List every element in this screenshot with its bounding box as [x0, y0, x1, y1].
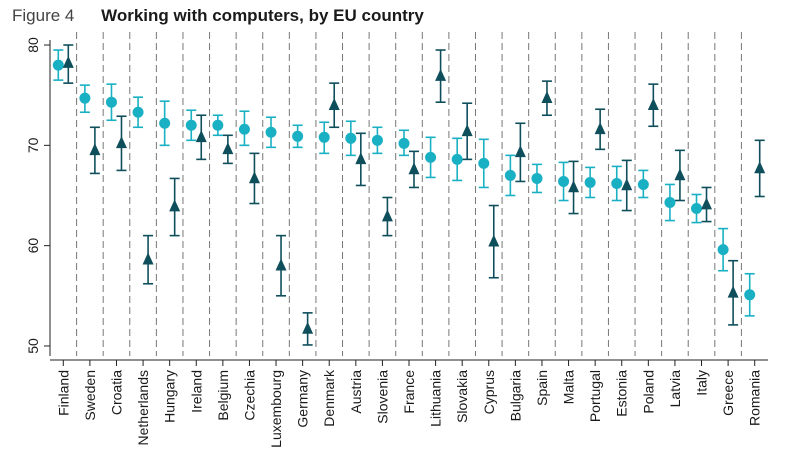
circle-marker — [425, 151, 437, 163]
x-tick-label: Belgium — [215, 370, 231, 421]
figure-title: Figure 4 Working with computers, by EU c… — [12, 6, 424, 30]
data-markers — [52, 55, 766, 334]
x-tick-label: France — [401, 370, 417, 414]
x-tick-label: Latvia — [667, 370, 683, 408]
x-tick-label: Sweden — [82, 370, 98, 421]
circle-marker — [52, 59, 64, 71]
x-tick-label: Italy — [694, 370, 710, 396]
x-tick-label: Germany — [295, 370, 311, 428]
x-tick-label: Estonia — [614, 370, 630, 417]
circle-marker — [398, 137, 410, 149]
triangle-marker — [355, 152, 367, 165]
circle-marker — [79, 92, 91, 104]
circle-marker — [637, 178, 649, 190]
circle-marker — [531, 172, 543, 184]
triangle-marker — [754, 161, 766, 174]
triangle-marker — [701, 197, 713, 210]
triangle-marker — [62, 55, 74, 68]
x-tick-label: Luxembourg — [268, 370, 284, 448]
triangle-marker — [115, 136, 127, 149]
triangle-marker — [195, 130, 207, 143]
triangle-marker — [275, 258, 287, 271]
y-tick-label: 50 — [25, 338, 41, 354]
circle-marker — [504, 169, 516, 181]
x-tick-label: Slovenia — [374, 370, 390, 424]
circle-marker — [238, 123, 250, 135]
triangle-marker — [302, 321, 314, 334]
circle-marker — [292, 130, 304, 142]
x-tick-label: Hungary — [162, 370, 178, 423]
x-tick-label: Croatia — [108, 370, 124, 415]
circle-marker — [558, 175, 570, 187]
x-tick-label: Spain — [534, 370, 550, 406]
triangle-marker — [461, 124, 473, 137]
circle-marker — [744, 289, 756, 301]
y-tick-label: 80 — [25, 37, 41, 53]
circle-marker — [345, 132, 357, 144]
triangle-marker — [381, 209, 393, 222]
circle-marker — [185, 119, 197, 131]
x-tick-label: Greece — [720, 370, 736, 416]
x-tick-label: Denmark — [321, 369, 337, 427]
circle-marker — [371, 134, 383, 146]
axis-labels: 50 60 70 80 Finland Sweden Croatia Netherlands H… — [25, 37, 763, 448]
x-tick-label: Austria — [348, 370, 364, 414]
triangle-marker — [674, 168, 686, 181]
x-tick-label: Slovakia — [454, 370, 470, 423]
figure-label: Figure 4 — [12, 6, 75, 25]
circle-marker — [212, 119, 224, 131]
x-tick-label: Bulgaria — [507, 370, 523, 422]
circle-marker — [318, 131, 330, 143]
x-tick-label: Malta — [561, 370, 577, 404]
triangle-marker — [89, 143, 101, 156]
circle-marker — [132, 106, 144, 118]
circle-marker — [265, 126, 277, 138]
triangle-marker — [514, 145, 526, 158]
axes — [44, 40, 768, 366]
circle-marker — [159, 117, 171, 129]
circle-marker — [664, 197, 676, 209]
triangle-marker — [248, 171, 260, 184]
circle-marker — [584, 176, 596, 188]
triangle-marker — [169, 199, 181, 212]
circle-marker — [105, 96, 117, 108]
figure-name: Working with computers, by EU country — [101, 6, 424, 25]
triangle-marker — [222, 142, 234, 155]
triangle-marker — [727, 285, 739, 298]
circle-marker — [691, 203, 703, 215]
x-tick-label: Romania — [747, 370, 763, 426]
x-tick-label: Poland — [640, 370, 656, 414]
x-tick-label: Netherlands — [135, 370, 151, 446]
triangle-marker — [594, 122, 606, 135]
triangle-marker — [647, 98, 659, 111]
error-bars — [53, 44, 765, 346]
x-tick-label: Portugal — [587, 370, 603, 422]
triangle-marker — [328, 98, 340, 111]
triangle-marker — [488, 234, 500, 247]
triangle-marker — [568, 180, 580, 193]
circle-marker — [478, 157, 490, 169]
x-tick-label: Finland — [55, 370, 71, 416]
y-tick-label: 70 — [25, 137, 41, 153]
x-tick-label: Ireland — [188, 370, 204, 413]
x-tick-label: Cyprus — [481, 370, 497, 414]
gridlines — [76, 32, 742, 356]
circle-marker — [717, 244, 729, 256]
x-tick-label: Lithuania — [428, 370, 444, 427]
triangle-marker — [408, 162, 420, 175]
triangle-marker — [435, 68, 447, 81]
x-tick-label: Czechia — [241, 370, 257, 421]
triangle-marker — [142, 252, 154, 265]
circle-marker — [451, 153, 463, 165]
triangle-marker — [541, 90, 553, 103]
y-tick-label: 60 — [25, 238, 41, 254]
triangle-marker — [621, 178, 633, 191]
circle-marker — [611, 177, 623, 189]
